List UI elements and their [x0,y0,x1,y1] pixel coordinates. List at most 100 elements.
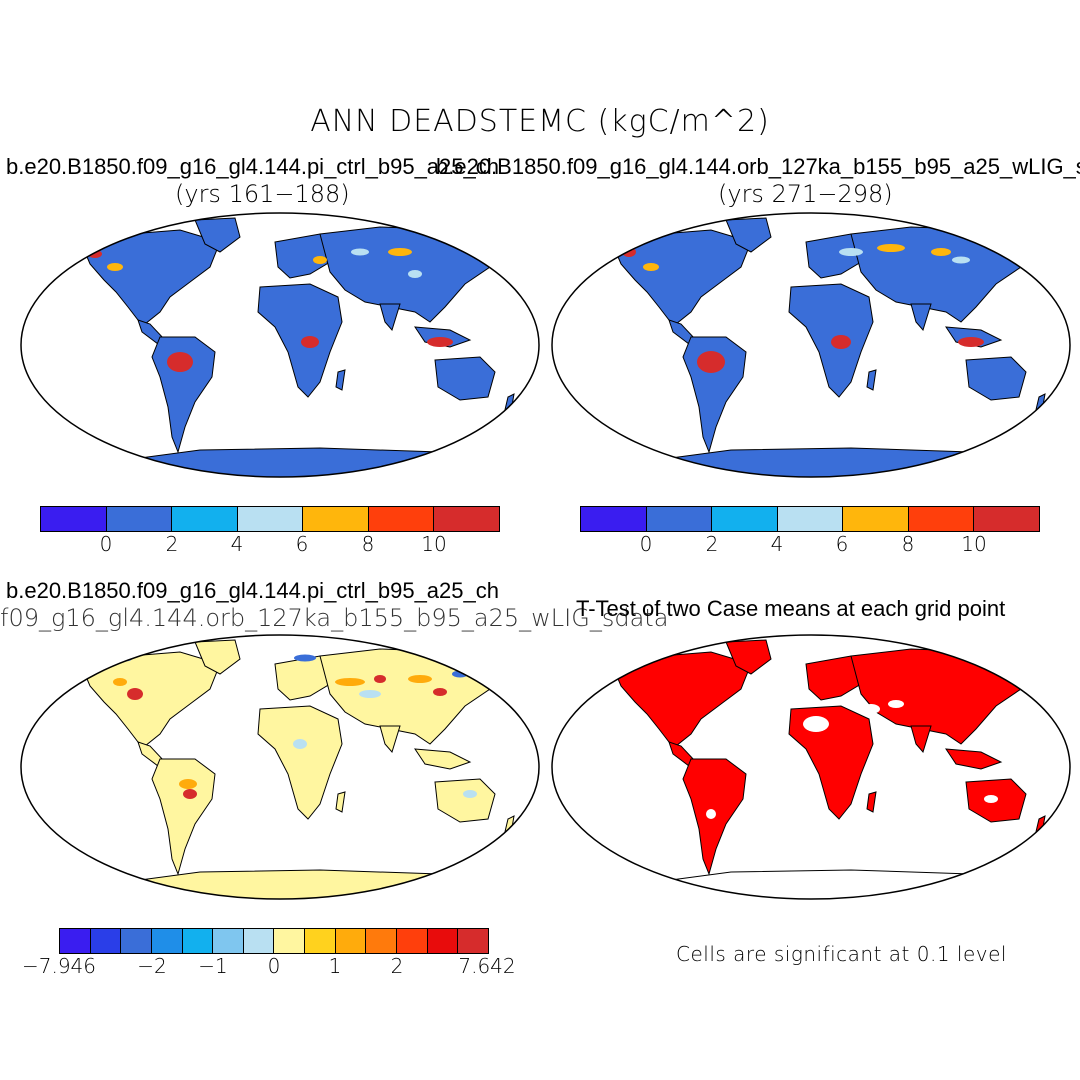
data-cell-patch [958,337,984,347]
colorbar-tick-label: 10 [421,532,447,556]
panel3-subtitle: f09_g16_gl4.144.orb_127ka_b155_b95_a25_w… [0,604,669,632]
continent-shape [79,651,221,747]
continent-shape [434,778,496,823]
colorbar-tick-label: 8 [361,532,375,556]
colorbar-tick-label: 6 [295,532,309,556]
colorbar-diff [59,928,489,954]
data-cell-patch [888,700,904,708]
colorbar-swatch [908,507,975,531]
colorbar-swatch [151,929,183,953]
data-cell-patch [984,795,998,803]
colorbar-tick-label: −2 [137,954,167,978]
continent-shape [788,283,874,398]
land-layer [79,639,515,899]
continent-shape [503,393,515,418]
colorbar-tick-label: 4 [230,532,244,556]
data-cell-patch [301,336,319,348]
colorbar-tick-label: −7.946 [21,954,97,978]
colorbar-tick-label: 0 [267,954,281,978]
colorbar-tick-label: 8 [901,532,915,556]
data-cell-patch [127,688,143,700]
colorbar-tick-label: 4 [770,532,784,556]
land-layer [610,217,1046,477]
colorbar-swatch [213,929,244,953]
colorbar-swatch [90,929,122,953]
colorbar-swatch [843,507,909,531]
data-cell-patch [839,248,863,256]
data-cell-patch [408,675,432,683]
continent-shape [910,725,932,754]
continent-shape [151,758,216,876]
colorbar-swatch [434,507,500,531]
data-cell-patch [374,675,386,683]
data-cell-patch [706,809,716,819]
colorbar-swatch [121,929,152,953]
continent-shape [257,705,343,820]
map-panel1 [20,212,540,478]
colorbar-panel1 [40,506,500,532]
data-cell-patch [643,263,659,271]
colorbar-swatch [41,507,107,531]
colorbar-swatch [274,929,306,953]
continent-shape [79,229,221,325]
colorbar-swatch [335,929,367,953]
colorbar-swatch [581,507,647,531]
continent-shape [1034,393,1046,418]
continent-shape [725,217,772,253]
continent-shape [319,648,501,745]
continent-shape [788,705,874,820]
colorbar-swatch [458,929,488,953]
colorbar-tick-label: 1 [328,954,342,978]
colorbar-tick-label: −1 [198,954,228,978]
colorbar-swatch [182,929,214,953]
map-panel2 [551,212,1071,478]
data-cell-patch [335,678,365,686]
colorbar-swatch [60,929,91,953]
data-cell-patch [359,690,381,698]
colorbar-swatch [646,507,713,531]
colorbar-swatch [777,507,844,531]
colorbar-swatch [106,507,173,531]
continent-shape [109,869,491,899]
colorbar-swatch [974,507,1040,531]
continent-shape [850,226,1032,323]
data-cell-patch [931,248,951,256]
panel1-case-title: b.e20.B1850.f09_g16_gl4.144.pi_ctrl_b95_… [6,154,499,179]
continent-shape [335,369,346,391]
continent-shape [503,815,515,840]
significance-note: Cells are significant at 0.1 level [676,942,1007,966]
data-cell-patch [351,248,369,256]
continent-shape [866,791,877,813]
continent-shape [610,651,752,747]
colorbar-tick-label: 2 [390,954,404,978]
data-cell-patch [408,270,422,278]
continent-shape [945,748,1003,770]
panel1-years: (yrs 161−188) [175,180,350,208]
continent-shape [640,869,1022,899]
data-cell-patch [952,256,970,264]
colorbar-swatch [712,507,778,531]
continent-shape [640,447,1022,477]
colorbar-tick-label: 7.642 [458,954,516,978]
panel2-case-title: b.e20.B1850.f09_g16_gl4.144.orb_127ka_b1… [436,154,1080,179]
colorbar-panel2 [580,506,1040,532]
data-cell-patch [862,704,880,714]
colorbar-swatch [172,507,238,531]
continent-shape [109,447,491,477]
data-cell-patch [294,654,316,662]
continent-shape [434,356,496,401]
data-cell-patch [313,256,327,264]
continent-shape [910,303,932,332]
continent-shape [194,639,241,675]
map-panel4 [551,634,1071,900]
continent-shape [610,229,752,325]
land-layer [79,217,515,477]
colorbar-tick-label: 2 [705,532,719,556]
continent-shape [379,725,401,754]
continent-shape [414,748,472,770]
data-cell-patch [433,688,447,696]
colorbar-swatch [366,929,398,953]
figure-title: ANN DEADSTEMC (kgC/m^2) [310,104,770,139]
land-layer [610,639,1046,899]
colorbar-tick-label: 0 [99,532,113,556]
